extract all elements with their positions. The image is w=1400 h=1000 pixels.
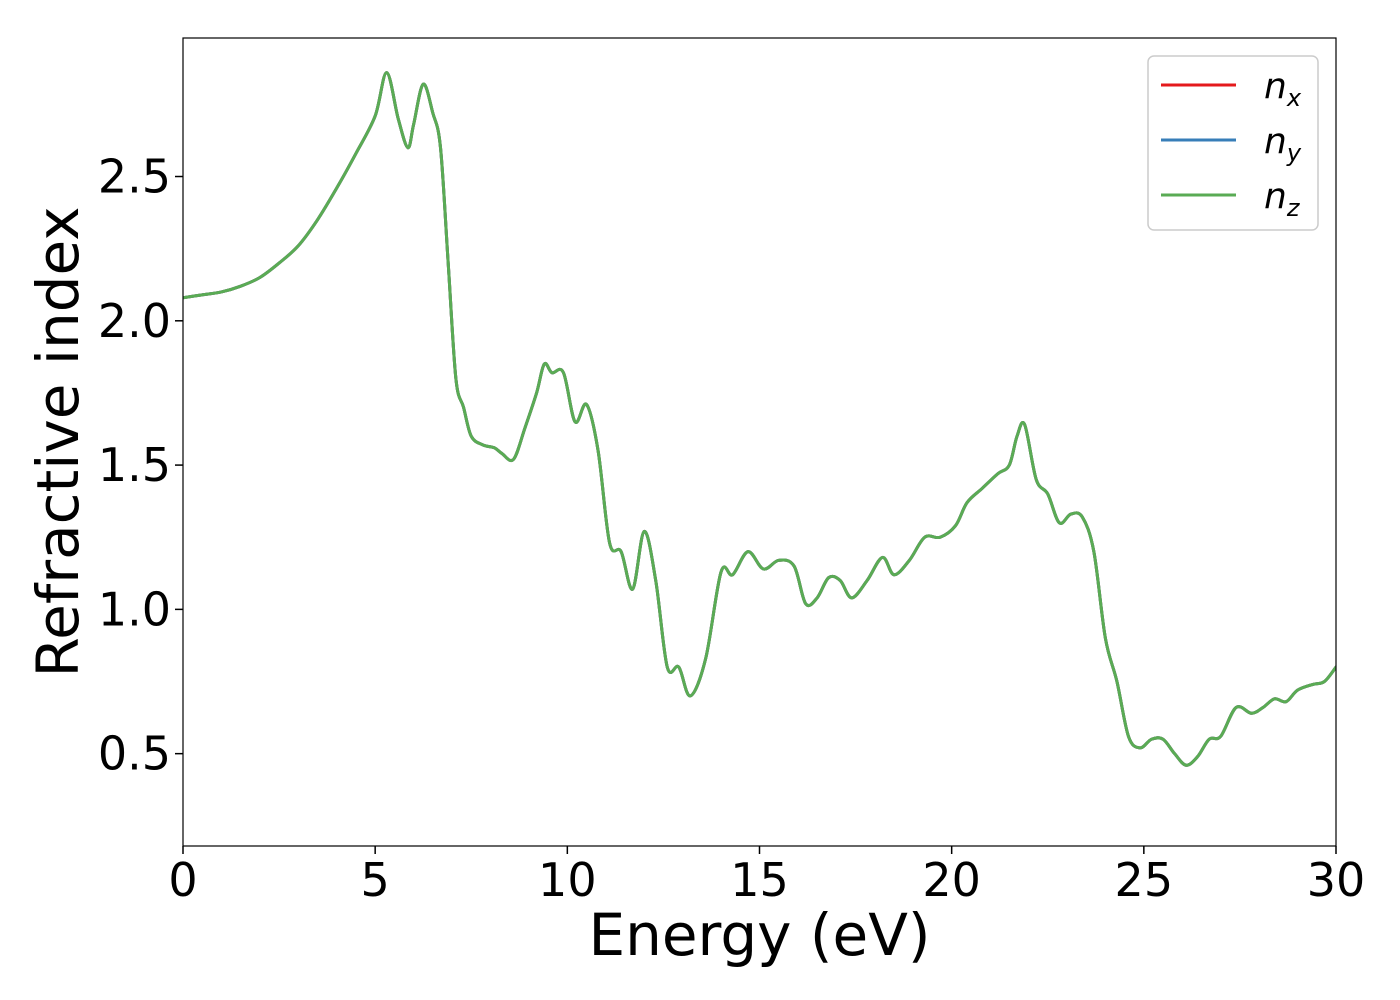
y-tick-label: 0.5 xyxy=(98,727,171,781)
x-tick-label: 25 xyxy=(1115,853,1174,907)
legend-box xyxy=(1147,55,1319,231)
y-tick-label: 1.5 xyxy=(98,438,171,492)
y-tick-label: 1.0 xyxy=(98,582,171,636)
legend-label-n-x: nx xyxy=(1264,66,1302,112)
legend-label-n-z: nz xyxy=(1264,176,1301,222)
x-tick-label: 20 xyxy=(922,853,981,907)
y-axis: 0.5 1.0 1.5 2.0 2.5 xyxy=(98,150,183,781)
x-tick-label: 0 xyxy=(168,853,197,907)
series-layer xyxy=(183,71,1336,767)
x-axis: 0 5 10 15 20 25 30 xyxy=(168,846,1365,907)
y-tick-label: 2.5 xyxy=(98,150,171,204)
series-line-n-z xyxy=(183,71,1336,767)
x-tick-label: 10 xyxy=(538,853,597,907)
legend: nx ny nz xyxy=(1147,55,1319,231)
x-tick-label: 30 xyxy=(1307,853,1366,907)
y-axis-title: Refractive index xyxy=(24,206,92,677)
legend-label-n-y: ny xyxy=(1264,121,1302,167)
x-tick-label: 15 xyxy=(730,853,789,907)
y-tick-label: 2.0 xyxy=(98,294,171,348)
x-tick-label: 5 xyxy=(361,853,390,907)
x-axis-title: Energy (eV) xyxy=(588,901,930,969)
